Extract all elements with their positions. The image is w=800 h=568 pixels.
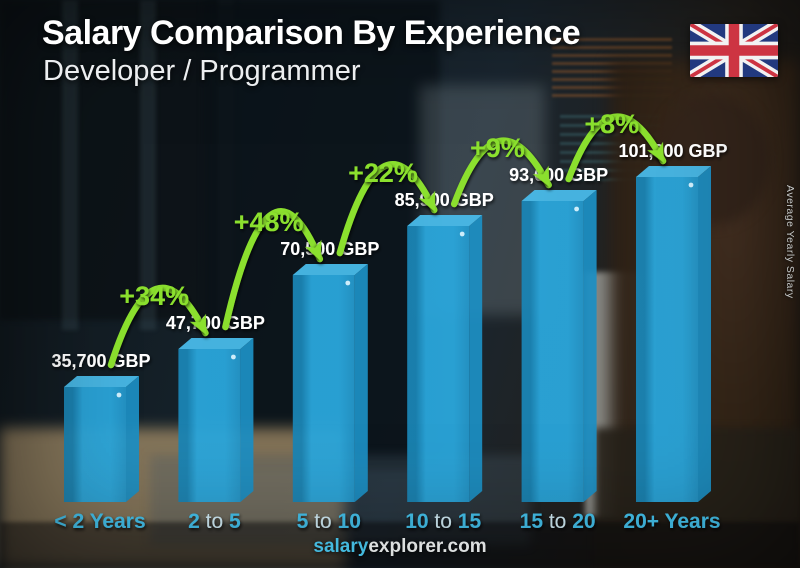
bar-top-face (178, 338, 254, 349)
footer-brand-secondary: explorer.com (368, 536, 487, 557)
salary-value-label: 70,500 GBP (280, 239, 379, 259)
bar-side-face (469, 215, 483, 502)
bar-side-face (240, 338, 254, 502)
x-axis-label: 15 to 20 (520, 510, 596, 533)
x-axis-label: 2 to 5 (188, 510, 241, 533)
bar-top-face (521, 190, 597, 201)
bar-front-face (521, 201, 584, 502)
bar-group (521, 190, 597, 502)
bar-group (178, 338, 254, 502)
salary-value-label: 101,000 GBP (618, 141, 727, 161)
bar-side-face (698, 166, 711, 502)
growth-arrowhead (189, 313, 207, 335)
bar-group (407, 215, 483, 502)
bar-highlight-dot (231, 354, 236, 360)
footer-brand: salaryexplorer.com (0, 536, 800, 558)
bar-group (636, 166, 711, 502)
y-axis-label: Average Yearly Salary (784, 185, 796, 299)
uk-flag-icon (690, 24, 778, 77)
bar-front-face (407, 226, 470, 502)
bar-front-face (292, 275, 355, 502)
page-subtitle: Developer / Programmer (43, 55, 361, 87)
x-axis-label: 10 to 15 (405, 510, 481, 533)
x-axis-label: 20+ Years (623, 510, 720, 533)
growth-percent-label: +48% (234, 207, 304, 237)
bar-group (64, 376, 139, 502)
bar-highlight-dot (116, 392, 122, 398)
x-axis-label: 5 to 10 (297, 510, 361, 533)
bar-highlight-dot (459, 231, 465, 237)
growth-percent-label: +34% (119, 281, 189, 311)
salary-value-label: 47,700 GBP (166, 313, 265, 333)
bar-side-face (583, 190, 597, 502)
growth-percent-label: +9% (470, 133, 525, 163)
bar-front-face (636, 177, 698, 502)
bar-front-face (178, 349, 241, 502)
bar-highlight-dot (688, 182, 694, 188)
growth-arrow (450, 137, 552, 208)
bar-side-face (354, 264, 368, 502)
bar-top-face (64, 376, 139, 387)
bar-top-face (636, 166, 711, 177)
x-axis-label: < 2 Years (54, 510, 145, 533)
growth-arrowhead (532, 165, 550, 187)
salary-value-label: 85,900 GBP (395, 190, 494, 210)
bar-side-face (126, 376, 139, 502)
footer-brand-primary: salary (313, 536, 369, 557)
bar-top-face (292, 264, 368, 275)
salary-value-label: 35,700 GBP (51, 351, 150, 371)
page-title: Salary Comparison By Experience (42, 14, 581, 52)
growth-percent-label: +8% (584, 109, 639, 139)
bar-highlight-dot (574, 206, 579, 212)
bar-group (292, 264, 368, 502)
bar-front-face (64, 387, 126, 502)
salary-value-label: 93,600 GBP (509, 165, 608, 185)
bar-highlight-dot (345, 280, 351, 286)
growth-percent-label: +22% (348, 158, 418, 188)
bar-top-face (407, 215, 483, 226)
